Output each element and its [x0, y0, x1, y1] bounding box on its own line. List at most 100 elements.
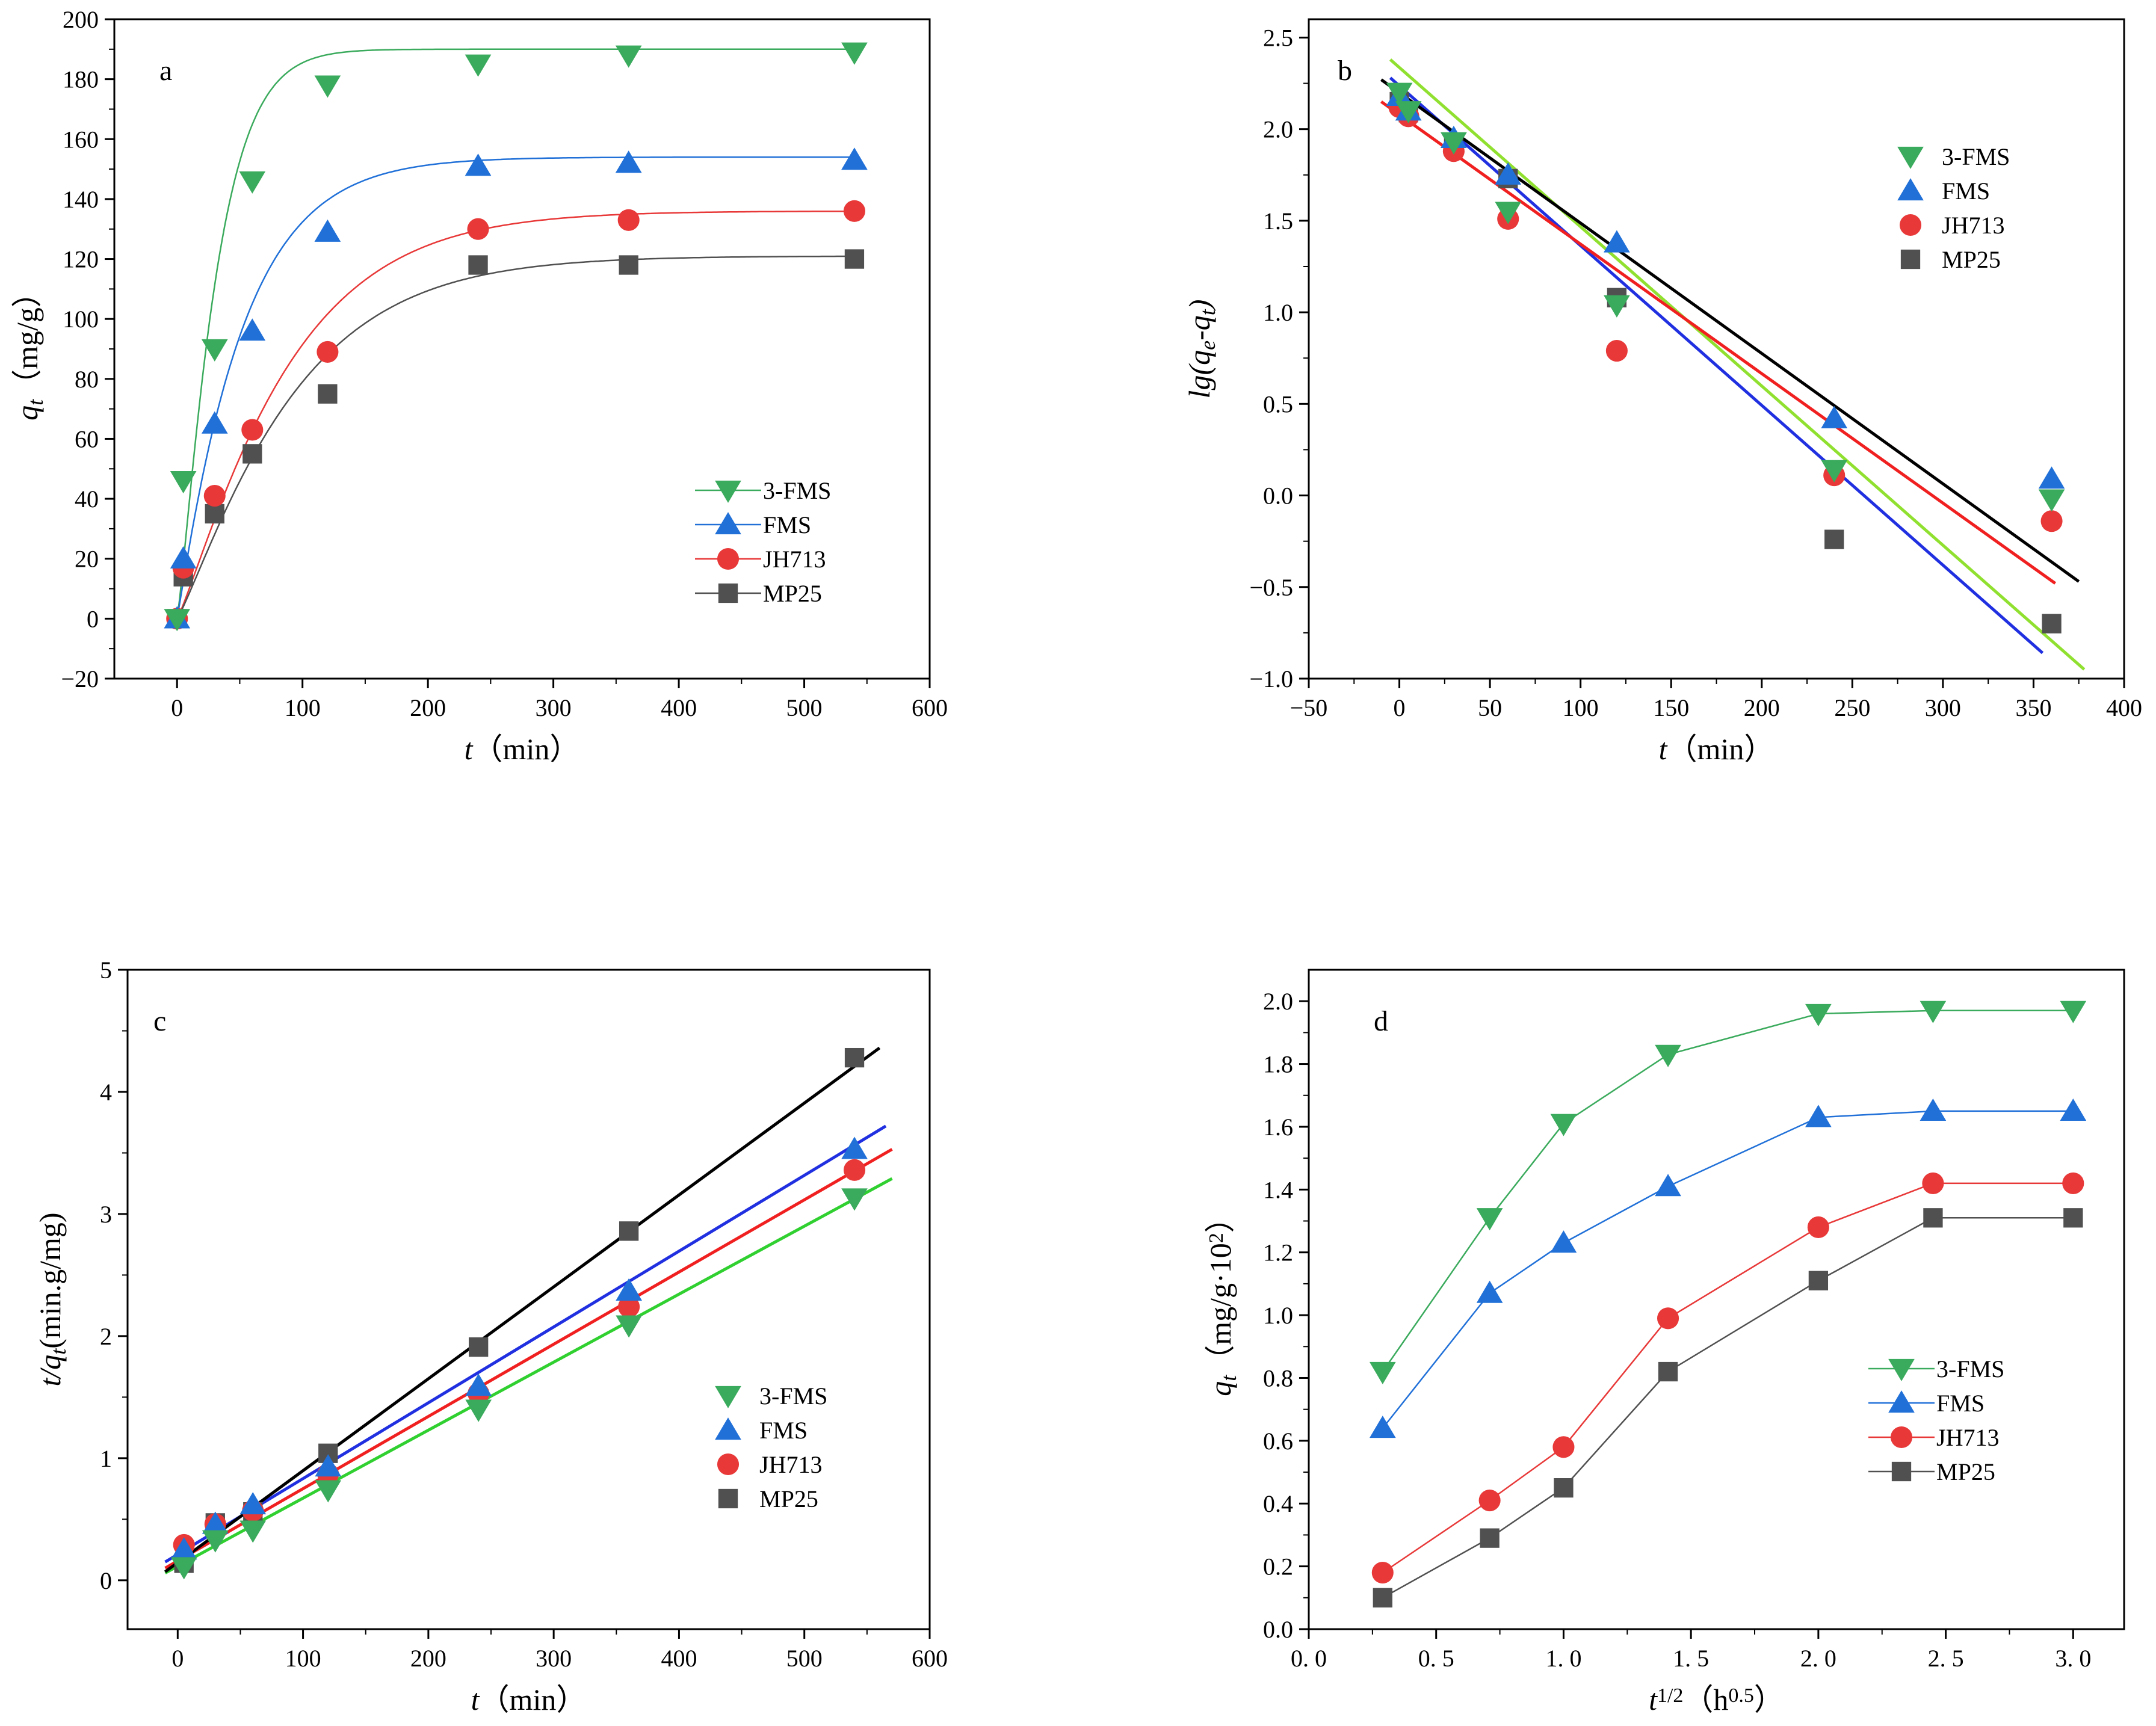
data-point-fms	[2060, 1098, 2087, 1121]
legend-label: JH713	[763, 546, 826, 573]
x-tick-label: 100	[285, 694, 321, 721]
data-point-mp25	[469, 1337, 489, 1357]
x-tick-label: 3. 0	[2055, 1645, 2091, 1672]
fit-line-mp25	[164, 1046, 881, 1573]
y-tick-label: 140	[63, 186, 99, 213]
panel-letter: c	[153, 1005, 166, 1037]
legend-label: 3-FMS	[1942, 143, 2010, 170]
x-tick-label: 200	[410, 694, 446, 721]
legend-marker	[718, 583, 738, 603]
data-point-3-fms	[841, 1188, 868, 1211]
data-point-3-fms	[1441, 132, 1467, 155]
label-part: q	[1203, 1381, 1237, 1396]
data-point-3-fms	[164, 609, 191, 632]
x-tick-label: 400	[661, 1645, 697, 1672]
legend-marker	[1897, 178, 1924, 201]
data-point-fms	[841, 1136, 868, 1159]
data-point-jh713	[1605, 339, 1628, 362]
data-point-3-fms	[615, 45, 642, 68]
data-point-3-fms	[1655, 1044, 1681, 1067]
x-tick-label: 1. 5	[1673, 1645, 1709, 1672]
y-tick-label: 2	[100, 1323, 112, 1350]
data-point-fms	[1821, 405, 1848, 428]
x-tick-label: 500	[786, 1645, 823, 1672]
y-tick-label: −1.0	[1249, 665, 1293, 692]
data-point-fms	[315, 1454, 342, 1477]
label-part: t	[1649, 1683, 1658, 1716]
data-point-3-fms	[239, 1520, 267, 1543]
data-point-fms	[202, 1511, 229, 1534]
data-point-jh713	[617, 209, 640, 231]
label-part: (min.g/mg)	[33, 1212, 67, 1348]
x-tick-label: 0	[171, 694, 183, 721]
legend-label: MP25	[1942, 246, 2001, 273]
plot-area	[164, 1046, 893, 1580]
data-point-mp25	[1658, 1361, 1678, 1382]
data-point-mp25	[318, 384, 338, 404]
x-tick-label: 50	[1478, 694, 1502, 721]
data-point-3-fms	[1369, 1361, 1396, 1384]
data-point-3-fms	[314, 75, 341, 98]
data-point-jh713	[1371, 1562, 1394, 1584]
label-part: t	[1196, 309, 1220, 315]
y-axis-label: lg(qe-qt)	[1182, 300, 1220, 399]
y-tick-label: 0.4	[1263, 1490, 1293, 1517]
x-tick-label: 150	[1653, 694, 1689, 721]
data-point-fms	[1604, 230, 1630, 253]
data-point-fms	[615, 150, 642, 173]
legend-label: FMS	[1942, 177, 1990, 205]
x-tick-label: 2. 0	[1800, 1645, 1836, 1672]
data-point-3-fms	[170, 471, 197, 494]
plot-frame	[1308, 18, 2125, 680]
data-point-fms	[1805, 1105, 1832, 1127]
y-tick-label: 160	[63, 126, 99, 153]
fit-line-fms	[164, 1124, 887, 1564]
y-tick-label: 80	[75, 366, 99, 393]
legend-marker	[715, 1417, 741, 1440]
data-point-jh713	[1657, 1307, 1679, 1330]
legend-marker	[718, 1488, 738, 1509]
x-tick-label: 0	[171, 1645, 184, 1672]
data-point-fms	[239, 1492, 267, 1515]
x-tick-label: 200	[1744, 694, 1780, 721]
plot-area	[164, 42, 868, 632]
y-tick-label: 5	[100, 957, 112, 984]
data-point-jh713	[467, 218, 489, 240]
y-tick-label: 60	[75, 425, 99, 452]
data-point-fms	[465, 1373, 492, 1396]
x-axis-label: t（min）	[471, 1683, 587, 1716]
x-axis-label: t1/2（h0.5）	[1649, 1683, 1784, 1716]
x-axis-label: t（min）	[1659, 732, 1775, 766]
data-point-jh713	[1922, 1172, 1944, 1194]
x-tick-label: 2. 5	[1928, 1645, 1964, 1672]
panel-letter: d	[1374, 1005, 1388, 1037]
y-axis-label: qt（mg/g）	[10, 277, 48, 421]
x-axis-label: t（min）	[465, 732, 580, 766]
y-tick-label: 0.6	[1263, 1428, 1293, 1455]
data-point-mp25	[619, 1221, 639, 1241]
data-point-3-fms	[1821, 460, 1848, 482]
data-point-fms	[465, 153, 492, 176]
label-part: t	[23, 399, 48, 405]
y-tick-label: 180	[63, 66, 99, 93]
legend-marker	[1891, 1461, 1912, 1482]
data-point-3-fms	[616, 1315, 642, 1338]
y-tick-label: 0.2	[1263, 1553, 1293, 1580]
x-tick-label: 600	[912, 694, 948, 721]
data-point-fms	[1495, 162, 1522, 185]
label-part: ）	[1754, 1683, 1784, 1716]
x-tick-label: −50	[1290, 694, 1328, 721]
label-part: （min）	[473, 732, 580, 766]
data-point-jh713	[241, 419, 264, 441]
data-point-mp25	[844, 249, 865, 269]
y-tick-label: 1.2	[1263, 1239, 1293, 1266]
data-point-fms	[1920, 1098, 1947, 1121]
data-point-jh713	[618, 1296, 640, 1318]
y-tick-label: 3	[100, 1201, 112, 1228]
data-point-mp25	[2042, 614, 2062, 633]
panel-a: 0 100 200 300 400 500 600 −20 0 20 40 60 80 100 120 140…	[10, 6, 948, 766]
label-part: t	[471, 1683, 480, 1716]
fit-curve-jh713	[176, 210, 854, 619]
data-point-3-fms	[1476, 1208, 1503, 1231]
